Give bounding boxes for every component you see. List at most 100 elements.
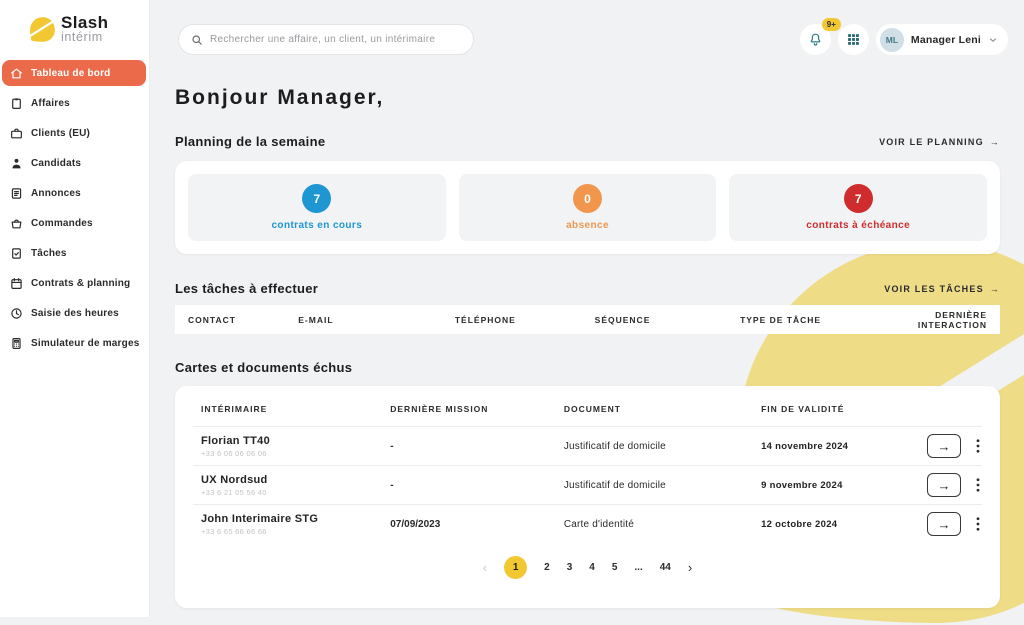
sidebar-item-label: Annonces [31, 187, 81, 199]
documents-column-fin-de-validite: FIN DE VALIDITÉ [761, 404, 845, 414]
sidebar-item-clients[interactable]: Clients (EU) [2, 120, 146, 146]
pagination-prev-button[interactable]: ‹ [482, 560, 488, 575]
validity-date: 14 novembre 2024 [761, 440, 849, 452]
brand-title: Slash [61, 13, 109, 32]
tasks-title: Les tâches à effectuer [175, 281, 319, 296]
documents-title: Cartes et documents échus [175, 360, 353, 375]
stat-value: 7 [843, 184, 873, 213]
pagination-page-3[interactable]: 3 [566, 562, 573, 573]
sidebar-item-candidats[interactable]: Candidats [2, 150, 146, 176]
apps-grid-button[interactable] [837, 24, 869, 55]
tasks-column-telephone: TÉLÉPHONE [454, 314, 516, 325]
last-mission: 07/09/2023 [390, 518, 441, 530]
open-row-button[interactable]: → [927, 473, 961, 497]
user-name: Manager Leni [910, 33, 981, 46]
briefcase-icon [11, 128, 22, 138]
open-row-button[interactable]: → [927, 434, 961, 458]
arrow-right-icon: → [937, 516, 951, 532]
sidebar-item-contrats-planning[interactable]: Contrats & planning [2, 270, 146, 296]
row-menu-button[interactable] [974, 437, 982, 455]
chevron-down-icon [989, 37, 997, 42]
sidebar-item-saisie-des-heures[interactable]: Saisie des heures [2, 300, 146, 326]
pagination-next-button[interactable]: › [687, 560, 693, 575]
calculator-icon [12, 337, 21, 349]
open-row-button[interactable]: → [927, 512, 961, 536]
see-planning-link[interactable]: VOIR LE PLANNING → [879, 136, 1000, 147]
news-icon [11, 187, 22, 199]
basket-icon [11, 219, 22, 228]
planning-section-header: Planning de la semaine VOIR LE PLANNING … [175, 134, 1000, 149]
tasks-section-header: Les tâches à effectuer VOIR LES TÂCHES → [175, 281, 1000, 296]
sidebar-item-label: Contrats & planning [31, 277, 131, 289]
interim-phone: +33 6 06 06 06 06 [201, 448, 267, 458]
avatar: ML [879, 27, 904, 52]
table-row[interactable]: John Interimaire STG +33 6 65 66 66 66 0… [193, 504, 982, 543]
sidebar-item-tableau-de-bord[interactable]: Tableau de bord [2, 60, 146, 86]
search-bar[interactable] [178, 24, 474, 55]
pagination-page-44[interactable]: 44 [659, 562, 671, 573]
tasks-column-sequence: SÉQUENCE [594, 314, 651, 325]
pagination-page-1[interactable]: 1 [504, 556, 528, 579]
stat-contrats-en-cours[interactable]: 7 contrats en cours [188, 174, 446, 241]
tasks-column-contact: CONTACT [188, 314, 236, 325]
row-menu-button[interactable] [974, 515, 982, 533]
notifications-badge: 9+ [821, 18, 841, 31]
validity-date: 9 novembre 2024 [761, 479, 843, 491]
user-menu[interactable]: ML Manager Leni [875, 24, 1008, 55]
kebab-icon [976, 478, 980, 492]
pagination-page-5[interactable]: 5 [611, 562, 618, 573]
calendar-icon [11, 277, 22, 289]
row-menu-button[interactable] [974, 476, 982, 494]
documents-table-header: INTÉRIMAIRE DERNIÈRE MISSION DOCUMENT FI… [193, 392, 982, 426]
documents-card: INTÉRIMAIRE DERNIÈRE MISSION DOCUMENT FI… [175, 386, 1000, 608]
stat-label: contrats en cours [271, 220, 363, 231]
table-row[interactable]: Florian TT40 +33 6 06 06 06 06 - Justifi… [193, 426, 982, 465]
sidebar-item-affaires[interactable]: Affaires [2, 90, 146, 116]
apps-grid-icon [847, 34, 859, 45]
arrow-right-icon: → [989, 136, 1000, 147]
sidebar-item-simulateur-de-marges[interactable]: Simulateur de marges [2, 330, 146, 356]
search-input[interactable] [210, 34, 461, 45]
stat-label: absence [566, 220, 609, 231]
tasks-column-type: TYPE DE TÂCHE [740, 314, 822, 325]
kebab-icon [976, 517, 980, 531]
last-mission: - [390, 479, 394, 491]
sidebar-item-label: Tâches [31, 247, 67, 259]
document-type: Justificatif de domicile [563, 479, 666, 491]
pagination-page-2[interactable]: 2 [544, 562, 550, 573]
stat-contrats-a-echeance[interactable]: 7 contrats à échéance [729, 174, 988, 241]
document-type: Justificatif de domicile [563, 440, 666, 452]
clock-icon [11, 307, 22, 319]
documents-column-interimaire: INTÉRIMAIRE [201, 404, 268, 414]
table-row[interactable]: UX Nordsud +33 6 21 05 56 40 - Justifica… [193, 465, 982, 504]
pagination-page-4[interactable]: 4 [589, 562, 595, 573]
sidebar-item-commandes[interactable]: Commandes [2, 210, 146, 236]
brand-logo[interactable]: Slash intérim [0, 0, 149, 54]
topbar-right: 9+ ML Manager Leni [799, 18, 1008, 55]
brand-subtitle: intérim [61, 30, 103, 44]
sidebar-item-taches[interactable]: Tâches [2, 240, 146, 266]
interim-phone: +33 6 21 05 56 40 [201, 487, 267, 497]
arrow-right-icon: → [989, 283, 1000, 294]
sidebar-item-label: Affaires [31, 97, 70, 109]
notifications-button[interactable]: 9+ [799, 18, 841, 55]
pagination: ‹ 1 2 3 4 5 ... 44 › [193, 556, 982, 579]
sidebar-item-label: Simulateur de marges [31, 337, 140, 349]
pagination-ellipsis: ... [634, 562, 643, 573]
sidebar-item-annonces[interactable]: Annonces [2, 180, 146, 206]
arrow-right-icon: → [937, 477, 951, 493]
document-type: Carte d'identité [563, 518, 634, 530]
arrow-right-icon: → [937, 438, 951, 454]
stat-value: 0 [573, 184, 602, 213]
search-icon [192, 34, 202, 45]
last-mission: - [390, 440, 394, 452]
stat-absence[interactable]: 0 absence [458, 174, 717, 241]
sidebar-item-label: Clients (EU) [31, 127, 91, 139]
sidebar-item-label: Candidats [31, 157, 82, 169]
main-area: 9+ ML Manager Leni Bonjour Manager, Plan… [150, 0, 1024, 617]
tasks-column-email: E-MAIL [298, 314, 334, 325]
planning-title: Planning de la semaine [175, 134, 326, 149]
home-icon [11, 68, 22, 78]
see-tasks-link[interactable]: VOIR LES TÂCHES → [884, 283, 1000, 294]
documents-column-derniere-mission: DERNIÈRE MISSION [390, 404, 489, 414]
